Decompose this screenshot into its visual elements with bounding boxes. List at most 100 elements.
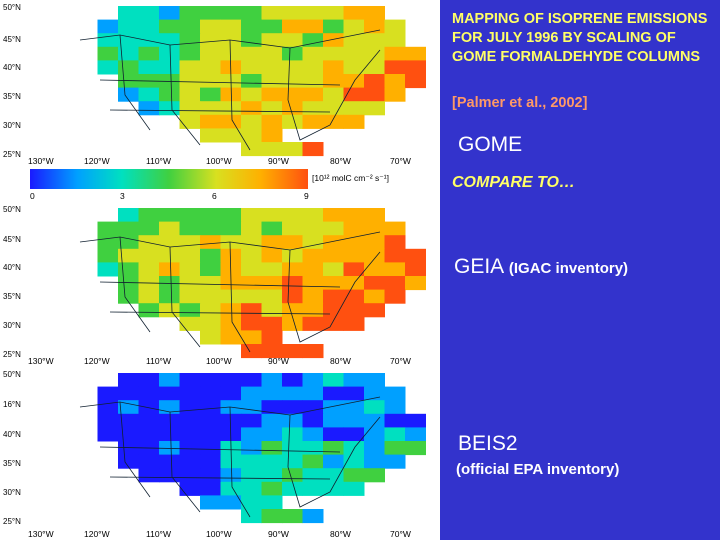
emission-cell xyxy=(241,74,262,89)
emission-cell xyxy=(118,262,139,277)
emission-cell xyxy=(364,276,385,291)
lon-label: 70°W xyxy=(390,356,411,366)
emission-cell xyxy=(138,33,160,48)
emission-cell xyxy=(159,413,180,428)
emission-cell xyxy=(241,344,262,359)
lon-label: 90°W xyxy=(268,356,289,366)
emission-cell xyxy=(282,60,303,75)
emission-cell xyxy=(200,87,221,102)
emission-cell xyxy=(159,87,180,102)
lat-label: 30°N xyxy=(3,488,21,497)
emission-cell xyxy=(200,128,221,143)
emission-cell xyxy=(302,221,324,236)
emission-cell xyxy=(200,481,221,496)
emission-cell xyxy=(220,495,242,510)
colorbar-unit: [10¹² molC cm⁻² s⁻¹] xyxy=(312,173,389,183)
emission-cell xyxy=(364,454,385,469)
emission-cell xyxy=(282,19,303,34)
emission-cell xyxy=(97,413,119,428)
emission-cell xyxy=(261,495,283,510)
emission-cell xyxy=(200,60,221,75)
emission-cell xyxy=(261,400,283,415)
emission-cell xyxy=(343,481,365,496)
emission-cell xyxy=(138,221,160,236)
emission-cell xyxy=(343,248,365,263)
emission-cell xyxy=(261,413,283,428)
emission-cell xyxy=(282,74,303,89)
emission-cell xyxy=(200,262,221,277)
emission-cell xyxy=(364,248,385,263)
lat-label: 45°N xyxy=(3,35,21,44)
lon-label: 130°W xyxy=(28,156,54,165)
colorbar-tick: 0 xyxy=(30,191,35,201)
emission-cell xyxy=(220,208,242,223)
emission-cell xyxy=(364,74,385,89)
emission-cell xyxy=(364,33,385,48)
emission-cell xyxy=(241,481,262,496)
geia-sublabel: (IGAC inventory) xyxy=(508,260,629,277)
emission-cell xyxy=(261,60,283,75)
emission-cell xyxy=(261,386,283,401)
emission-cell xyxy=(241,509,262,524)
emission-cell xyxy=(241,441,262,456)
emission-cell xyxy=(200,248,221,263)
emission-cell xyxy=(118,33,139,48)
colorbar-tick: 6 xyxy=(212,191,217,201)
emission-cell xyxy=(220,128,242,143)
emission-cell xyxy=(200,427,221,442)
emission-cell xyxy=(179,400,201,415)
beis2-label: BEIS2 xyxy=(458,432,518,455)
emission-cell xyxy=(384,46,406,61)
emission-cell xyxy=(261,208,283,223)
emission-cell xyxy=(302,208,324,223)
gome-emission-grid xyxy=(97,6,426,157)
boundary-line xyxy=(119,401,151,498)
emission-cell xyxy=(159,454,180,469)
emission-cell xyxy=(241,208,262,223)
emission-cell xyxy=(261,454,283,469)
emission-cell xyxy=(159,373,180,388)
emission-cell xyxy=(241,454,262,469)
lon-label: 90°W xyxy=(268,156,289,165)
emission-cell xyxy=(282,221,303,236)
emission-cell xyxy=(364,303,385,318)
emission-cell xyxy=(323,373,344,388)
emission-cell xyxy=(323,316,344,331)
emission-cell xyxy=(261,248,283,263)
geia-lat-labels: 50°N 45°N 40°N 35°N 30°N 25°N xyxy=(3,205,21,359)
emission-cell xyxy=(282,509,303,524)
emission-cell xyxy=(343,208,365,223)
emission-cell xyxy=(323,289,344,304)
emission-cell xyxy=(343,46,365,61)
gome-map-panel: 50°N 45°N 40°N 35°N 30°N 25°N 130°W 120°… xyxy=(0,0,440,165)
emission-cell xyxy=(323,262,344,277)
boundary-line xyxy=(109,311,331,315)
emission-cell xyxy=(241,495,262,510)
lon-label: 130°W xyxy=(28,356,54,366)
emission-cell xyxy=(261,303,283,318)
emission-cell xyxy=(220,386,242,401)
emission-cell xyxy=(200,495,221,510)
emission-cell xyxy=(220,316,242,331)
emission-cell xyxy=(261,509,283,524)
emission-cell xyxy=(200,454,221,469)
emission-cell xyxy=(364,289,385,304)
emission-cell xyxy=(200,6,221,21)
lat-label: 50°N xyxy=(3,205,21,214)
emission-cell xyxy=(138,454,160,469)
geia-lon-labels: 130°W 120°W 110°W 100°W 90°W 80°W 70°W xyxy=(28,356,411,366)
emission-cell xyxy=(405,46,426,61)
emission-cell xyxy=(159,427,180,442)
emission-cell xyxy=(97,235,119,250)
emission-cell xyxy=(200,441,221,456)
colorbar-tick: 9 xyxy=(304,191,309,201)
emission-cell xyxy=(323,276,344,291)
emission-cell xyxy=(261,46,283,61)
emission-cell xyxy=(241,248,262,263)
emission-cell xyxy=(200,19,221,34)
emission-cell xyxy=(343,6,365,21)
emission-cell xyxy=(343,60,365,75)
emission-cell xyxy=(179,468,201,483)
emission-cell xyxy=(179,87,201,102)
emission-cell xyxy=(302,413,324,428)
